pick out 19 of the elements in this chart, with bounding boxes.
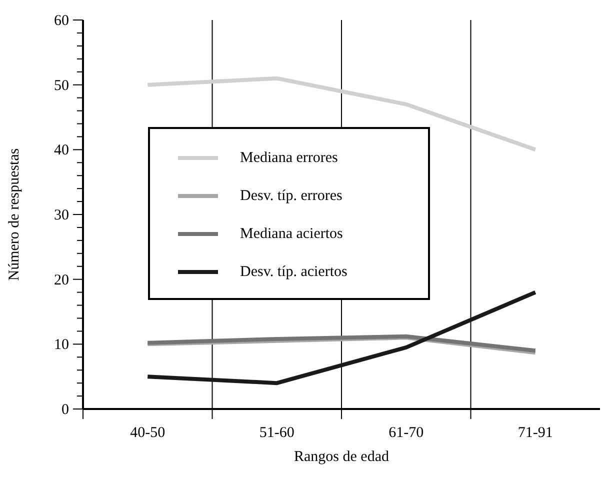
legend-label: Desv. típ. errores [240, 188, 342, 204]
y-tick-label: 30 [54, 208, 69, 224]
line-series [146, 76, 538, 152]
y-tick-label: 60 [54, 13, 69, 29]
x-tick-label: 40-50 [130, 425, 166, 441]
legend-label: Desv. típ. aciertos [240, 264, 348, 280]
y-tick-label: 20 [54, 272, 69, 288]
y-tick-label: 40 [54, 142, 69, 159]
x-tick-label: 51-60 [259, 425, 294, 441]
y-tick-label: 10 [54, 337, 69, 354]
legend-label: Mediana errores [240, 150, 338, 166]
x-tick-label: 71-91 [518, 425, 553, 441]
y-tick-label: 50 [54, 78, 69, 94]
x-tick-label: 61-70 [388, 425, 424, 441]
line-series [146, 290, 538, 386]
y-axis-title: Número de respuestas [6, 148, 22, 281]
legend-label: Mediana aciertos [240, 226, 343, 242]
y-tick-label: 0 [62, 402, 69, 418]
x-axis-title: Rangos de edad [294, 449, 390, 465]
